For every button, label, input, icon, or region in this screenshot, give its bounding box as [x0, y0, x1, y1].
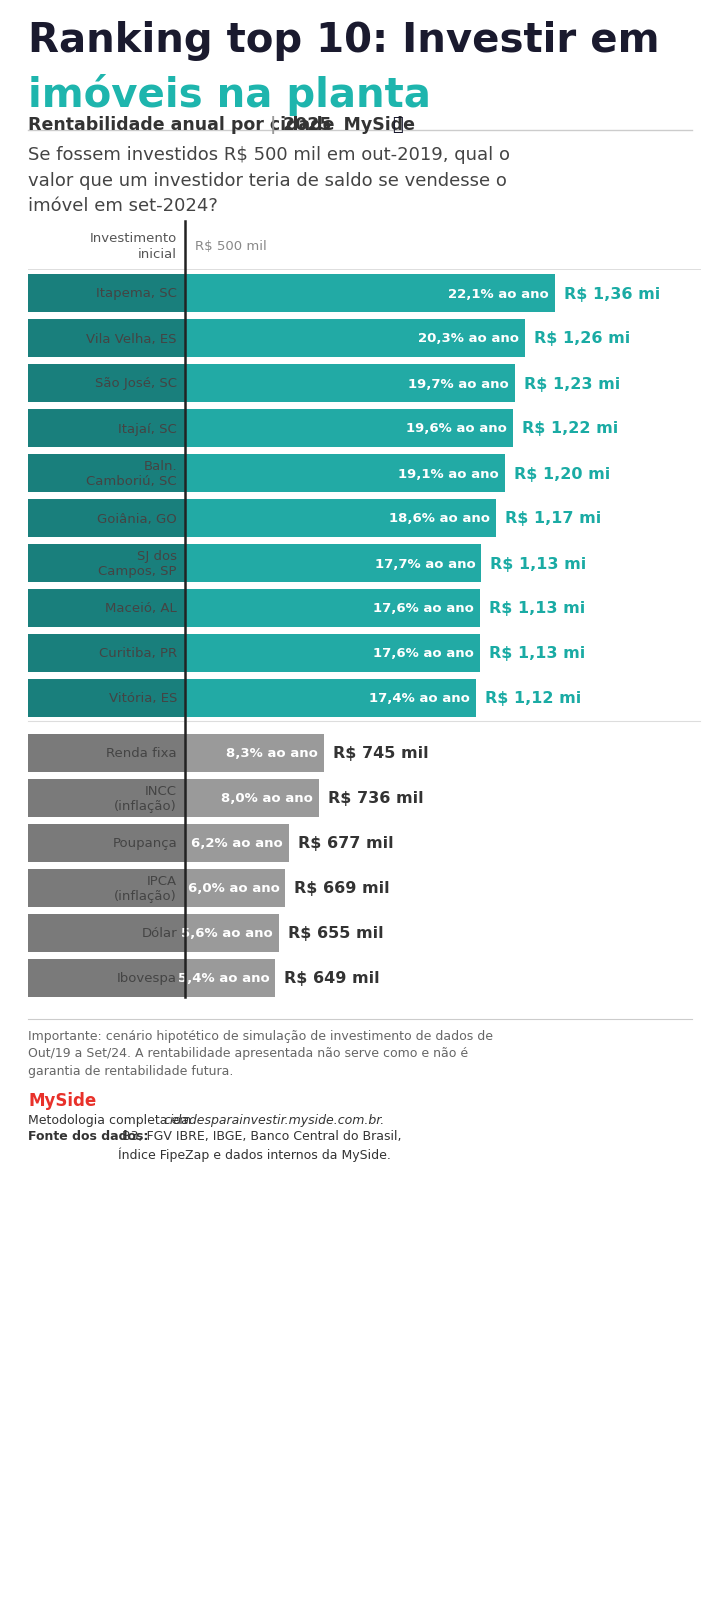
Bar	[28, 735, 185, 772]
Text: 8,0% ao ano: 8,0% ao ano	[221, 791, 313, 806]
Bar	[185, 634, 480, 672]
Text: Importante: cenário hipotético de simulação de investimento de dados de
Out/19 a: Importante: cenário hipotético de simula…	[28, 1029, 493, 1077]
Text: R$ 1,13 mi: R$ 1,13 mi	[489, 647, 585, 661]
Bar	[28, 364, 185, 403]
Text: R$ 649 mil: R$ 649 mil	[284, 971, 380, 985]
Bar	[185, 915, 279, 952]
Text: 2025  MySide: 2025 MySide	[283, 116, 415, 133]
Bar	[28, 499, 185, 538]
Text: imóveis na planta: imóveis na planta	[28, 74, 431, 116]
Text: 19,7% ao ano: 19,7% ao ano	[408, 377, 509, 390]
Text: São José, SC: São José, SC	[95, 377, 177, 390]
Bar	[28, 274, 185, 313]
Text: B3, FGV IBRE, IBGE, Banco Central do Brasil,
Índice FipeZap e dados internos da : B3, FGV IBRE, IBGE, Banco Central do Bra…	[118, 1130, 402, 1162]
Bar	[185, 735, 324, 772]
Bar	[28, 915, 185, 952]
Bar	[28, 960, 185, 997]
Text: R$ 1,22 mi: R$ 1,22 mi	[522, 421, 618, 437]
Text: 19,6% ao ano: 19,6% ao ano	[406, 422, 507, 435]
Text: Metodologia completa em: Metodologia completa em	[28, 1114, 195, 1127]
Text: Poupança: Poupança	[112, 836, 177, 851]
Text: R$ 500 mil: R$ 500 mil	[195, 241, 266, 254]
Text: SJ dos
Campos, SP: SJ dos Campos, SP	[99, 549, 177, 578]
Bar	[28, 780, 185, 817]
Bar	[185, 544, 482, 583]
Bar	[185, 364, 515, 403]
Text: 8,3% ao ano: 8,3% ao ano	[226, 746, 318, 761]
Text: R$ 677 mil: R$ 677 mil	[298, 836, 393, 851]
Text: Investimento
inicial: Investimento inicial	[90, 233, 177, 262]
Text: 17,6% ao ano: 17,6% ao ano	[373, 647, 474, 660]
Text: MySide: MySide	[28, 1091, 96, 1109]
Text: 6,0% ao ano: 6,0% ao ano	[188, 883, 279, 896]
Text: R$ 1,23 mi: R$ 1,23 mi	[524, 376, 620, 392]
Text: |: |	[270, 116, 276, 133]
Bar	[28, 544, 185, 583]
Text: IPCA
(inflação): IPCA (inflação)	[114, 875, 177, 902]
Text: Ibovespa: Ibovespa	[117, 973, 177, 985]
Text: Maceió, AL: Maceió, AL	[105, 602, 177, 615]
Text: R$ 745 mil: R$ 745 mil	[333, 746, 428, 761]
Text: Ranking top 10: Investir em: Ranking top 10: Investir em	[28, 21, 660, 61]
Text: R$ 1,26 mi: R$ 1,26 mi	[534, 331, 630, 347]
Text: Fonte dos dados:: Fonte dos dados:	[28, 1130, 148, 1143]
Bar	[185, 825, 289, 862]
Text: R$ 1,20 mi: R$ 1,20 mi	[514, 465, 610, 482]
Text: R$ 1,17 mi: R$ 1,17 mi	[505, 510, 602, 526]
Text: Curitiba, PR: Curitiba, PR	[99, 647, 177, 660]
Text: 18,6% ao ano: 18,6% ao ano	[390, 512, 490, 525]
Text: Goiânia, GO: Goiânia, GO	[97, 512, 177, 525]
Text: Dólar: Dólar	[141, 928, 177, 941]
Bar	[185, 870, 285, 907]
Bar	[185, 454, 505, 493]
Text: R$ 1,12 mi: R$ 1,12 mi	[485, 692, 582, 706]
Text: R$ 1,13 mi: R$ 1,13 mi	[490, 557, 587, 571]
Bar	[185, 409, 513, 448]
Text: Baln.
Camboriú, SC: Baln. Camboriú, SC	[86, 459, 177, 488]
Text: R$ 669 mil: R$ 669 mil	[294, 881, 390, 896]
Bar	[28, 679, 185, 717]
Text: Vila Velha, ES: Vila Velha, ES	[86, 332, 177, 345]
Bar	[28, 409, 185, 448]
Text: 20,3% ao ano: 20,3% ao ano	[418, 332, 519, 345]
Text: Vitória, ES: Vitória, ES	[109, 692, 177, 705]
Bar	[28, 825, 185, 862]
Bar	[28, 319, 185, 358]
Text: Renda fixa: Renda fixa	[107, 746, 177, 761]
Text: Itapema, SC: Itapema, SC	[96, 287, 177, 300]
Text: cidadesparainvestir.myside.com.br.: cidadesparainvestir.myside.com.br.	[163, 1114, 384, 1127]
Text: 5,4% ao ano: 5,4% ao ano	[178, 973, 269, 985]
Bar	[185, 499, 496, 538]
Text: R$ 736 mil: R$ 736 mil	[328, 791, 423, 806]
Text: R$ 1,13 mi: R$ 1,13 mi	[489, 602, 585, 616]
Bar	[185, 960, 276, 997]
Bar	[185, 274, 555, 313]
Text: R$ 655 mil: R$ 655 mil	[288, 926, 383, 941]
Bar	[28, 870, 185, 907]
Bar	[185, 679, 477, 717]
Text: 17,6% ao ano: 17,6% ao ano	[373, 602, 474, 615]
Bar	[185, 589, 480, 628]
Bar	[28, 454, 185, 493]
Text: Itajaí, SC: Itajaí, SC	[118, 422, 177, 435]
Text: INCC
(inflação): INCC (inflação)	[114, 785, 177, 812]
Bar	[28, 634, 185, 672]
Text: 17,7% ao ano: 17,7% ao ano	[374, 557, 475, 570]
Text: Se fossem investidos R$ 500 mil em out-2019, qual o
valor que um investidor teri: Se fossem investidos R$ 500 mil em out-2…	[28, 146, 510, 215]
Text: Rentabilidade anual por cidade: Rentabilidade anual por cidade	[28, 116, 335, 133]
Text: 17,4% ao ano: 17,4% ao ano	[369, 692, 470, 705]
Bar	[185, 319, 525, 358]
Text: 19,1% ao ano: 19,1% ao ano	[398, 467, 499, 480]
Bar	[185, 780, 319, 817]
Text: R$ 1,36 mi: R$ 1,36 mi	[564, 286, 660, 302]
Text: 🐾: 🐾	[392, 116, 402, 133]
Bar	[28, 589, 185, 628]
Text: 6,2% ao ano: 6,2% ao ano	[191, 836, 283, 851]
Text: 22,1% ao ano: 22,1% ao ano	[449, 287, 549, 300]
Text: 5,6% ao ano: 5,6% ao ano	[181, 928, 273, 941]
